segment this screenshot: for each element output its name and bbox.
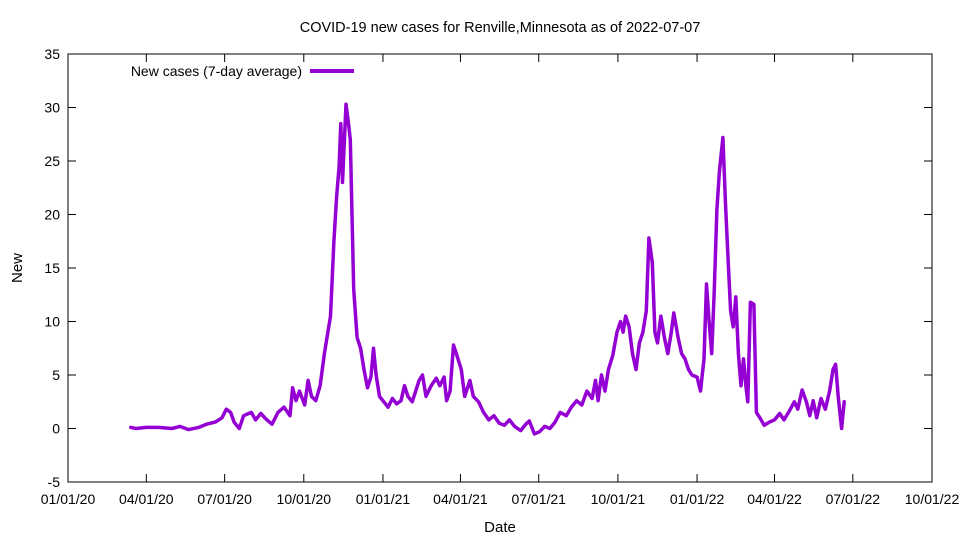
y-tick-label: 10 [44,314,60,330]
legend: New cases (7-day average) [131,63,354,79]
y-tick-label: 30 [44,100,60,116]
y-tick-label: -5 [48,474,61,490]
series-line [129,102,846,436]
y-tick-label: 5 [52,367,60,383]
x-tick-label: 04/01/22 [747,491,802,507]
x-tick-label: 10/01/22 [905,491,960,507]
x-tick-label: 04/01/21 [433,491,488,507]
plot-area-frame [67,53,933,483]
x-tick-label: 07/01/20 [197,491,252,507]
x-tick-label: 10/01/21 [591,491,646,507]
x-tick-label: 01/01/22 [670,491,725,507]
y-tick-label: 0 [52,421,60,437]
legend-label: New cases (7-day average) [131,63,302,79]
y-tick-label: 35 [44,46,60,62]
y-tick-label: 25 [44,153,60,169]
x-tick-label: 10/01/20 [277,491,332,507]
x-tick-label: 07/01/22 [826,491,881,507]
y-axis-title: New [9,253,26,283]
x-axis: 01/01/20 04/01/20 07/01/20 10/01/20 01/01/21… [41,54,960,507]
x-axis-title: Date [484,519,516,536]
series-layer [129,102,846,436]
y-axis: -5 0 5 10 15 20 25 30 35 [44,46,932,490]
x-tick-label: 07/01/21 [511,491,566,507]
x-tick-label: 01/01/20 [41,491,96,507]
y-tick-label: 20 [44,207,60,223]
chart-title: COVID-19 new cases for Renville,Minnesot… [300,20,701,36]
x-tick-label: 01/01/21 [356,491,411,507]
x-tick-label: 04/01/20 [119,491,174,507]
y-tick-label: 15 [44,260,60,276]
